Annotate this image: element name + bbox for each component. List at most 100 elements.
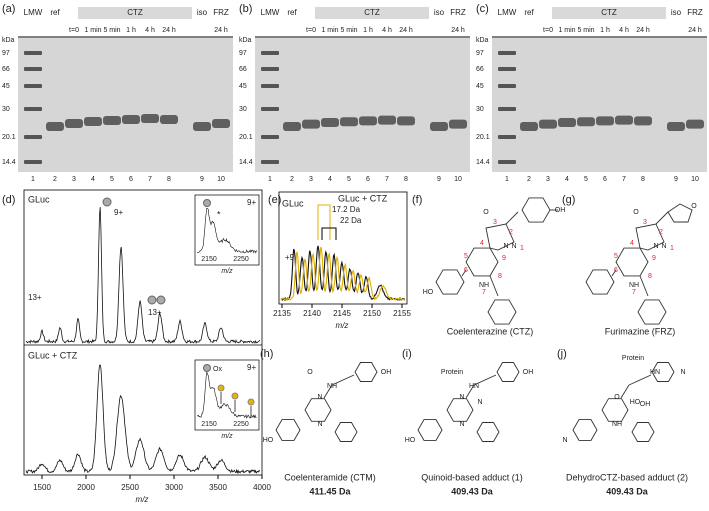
time-label: 1 min <box>321 27 338 34</box>
lane-number: 1 <box>31 176 35 183</box>
lane-header: ref <box>524 8 534 17</box>
lane-number: 6 <box>603 176 607 183</box>
atom-label: 3 <box>493 219 497 226</box>
ring <box>635 223 665 251</box>
ring <box>485 223 515 251</box>
ladder-band <box>261 107 279 111</box>
ladder-band <box>498 160 516 164</box>
protein-band <box>46 122 64 131</box>
atom-label: 7 <box>632 289 636 296</box>
lane-number: 1 <box>268 176 272 183</box>
compound-name: Coelenteramide (CTM) <box>284 472 376 482</box>
spectrum-label: GLuc <box>282 198 304 208</box>
atom-label: Protein <box>622 355 644 362</box>
ladder-band <box>261 51 279 55</box>
atom-label: 9 <box>502 255 506 262</box>
ring <box>572 419 598 441</box>
atom-label: 2 <box>659 229 663 236</box>
x-tick-label: 2150 <box>363 309 381 318</box>
atom-label: 1 <box>670 245 674 252</box>
lane-number: 6 <box>366 176 370 183</box>
atom-label: 3 <box>643 219 647 226</box>
x-tick-label: 2140 <box>303 309 321 318</box>
atom-label: 6 <box>614 267 618 274</box>
lane-number: 3 <box>309 176 313 183</box>
lane-number: 10 <box>691 176 699 183</box>
spectrum-label: GLuc + CTZ <box>28 350 78 360</box>
marker-label: 97 <box>2 50 10 57</box>
atom-label: N <box>459 394 464 401</box>
panel-label: (b) <box>239 3 252 15</box>
ion-marker <box>147 295 157 305</box>
atom-label: O <box>483 209 489 216</box>
x-tick-label: 1500 <box>33 483 51 492</box>
x-tick-label: 2155 <box>393 309 411 318</box>
inset-tick-label: 2250 <box>233 421 249 428</box>
atom-label: 6 <box>464 267 468 274</box>
atom-label: 5 <box>614 253 618 260</box>
marker-label: 66 <box>239 66 247 73</box>
panel-label: (e) <box>268 194 281 206</box>
ring <box>637 299 667 325</box>
ring <box>615 247 649 277</box>
ring <box>521 197 551 223</box>
protein-band <box>160 115 178 124</box>
atom-label: O <box>633 209 639 216</box>
atom-label: NH <box>327 383 337 390</box>
annotation: * <box>217 209 221 219</box>
spectrum-label: GLuc + CTZ <box>338 193 388 203</box>
charge-label: 13+ <box>148 308 162 317</box>
compound-name: Furimazine (FRZ) <box>605 326 676 336</box>
time-label: 1 h <box>600 27 610 34</box>
ring <box>334 422 358 442</box>
atom-label: NH <box>629 282 639 289</box>
protein-band <box>359 116 377 126</box>
lane-header: LMW <box>498 8 517 17</box>
bond <box>655 211 669 225</box>
protein-band <box>615 115 633 125</box>
x-tick-label: 2000 <box>77 483 95 492</box>
bond <box>505 211 519 225</box>
time-label: 1 h <box>363 27 373 34</box>
charge-label: 9+ <box>247 198 256 207</box>
lane-number: 10 <box>217 176 225 183</box>
charge-label: 9+ <box>247 363 256 372</box>
ladder-band <box>24 135 42 139</box>
atom-label: N <box>459 421 464 428</box>
ring <box>585 269 615 295</box>
protein-band <box>539 119 557 129</box>
protein-band <box>520 122 538 131</box>
atom-label: 4 <box>480 240 484 247</box>
panel-label: (h) <box>260 348 273 360</box>
lane-number: 5 <box>347 176 351 183</box>
lane-number: 8 <box>641 176 645 183</box>
bond <box>620 384 630 399</box>
compound-mass: 409.43 Da <box>606 486 649 496</box>
ring <box>476 422 500 442</box>
lane-header: CTZ <box>601 8 617 17</box>
protein-band <box>141 114 159 123</box>
protein-band <box>193 122 211 131</box>
atom-label: 4 <box>630 240 634 247</box>
protein-band <box>302 119 320 129</box>
protein-band <box>378 115 396 125</box>
annotation: 17.2 Da <box>332 205 361 214</box>
bond <box>465 384 475 399</box>
spectrum-trace <box>25 364 261 475</box>
protein-band <box>634 116 652 126</box>
marker-label: 30 <box>476 106 484 113</box>
annotation: +9 <box>285 253 295 262</box>
lane-number: 4 <box>328 176 332 183</box>
marker-label: 20.1 <box>476 134 490 141</box>
atom-label: O <box>614 394 620 401</box>
protein-band <box>212 119 230 128</box>
bond <box>473 374 497 386</box>
x-tick-label: 3000 <box>165 483 183 492</box>
atom-label: 8 <box>648 273 652 280</box>
atom-label: OH <box>555 207 566 214</box>
lane-header: FRZ <box>450 8 466 17</box>
spectrum-trace <box>25 207 261 345</box>
lane-number: 7 <box>385 176 389 183</box>
